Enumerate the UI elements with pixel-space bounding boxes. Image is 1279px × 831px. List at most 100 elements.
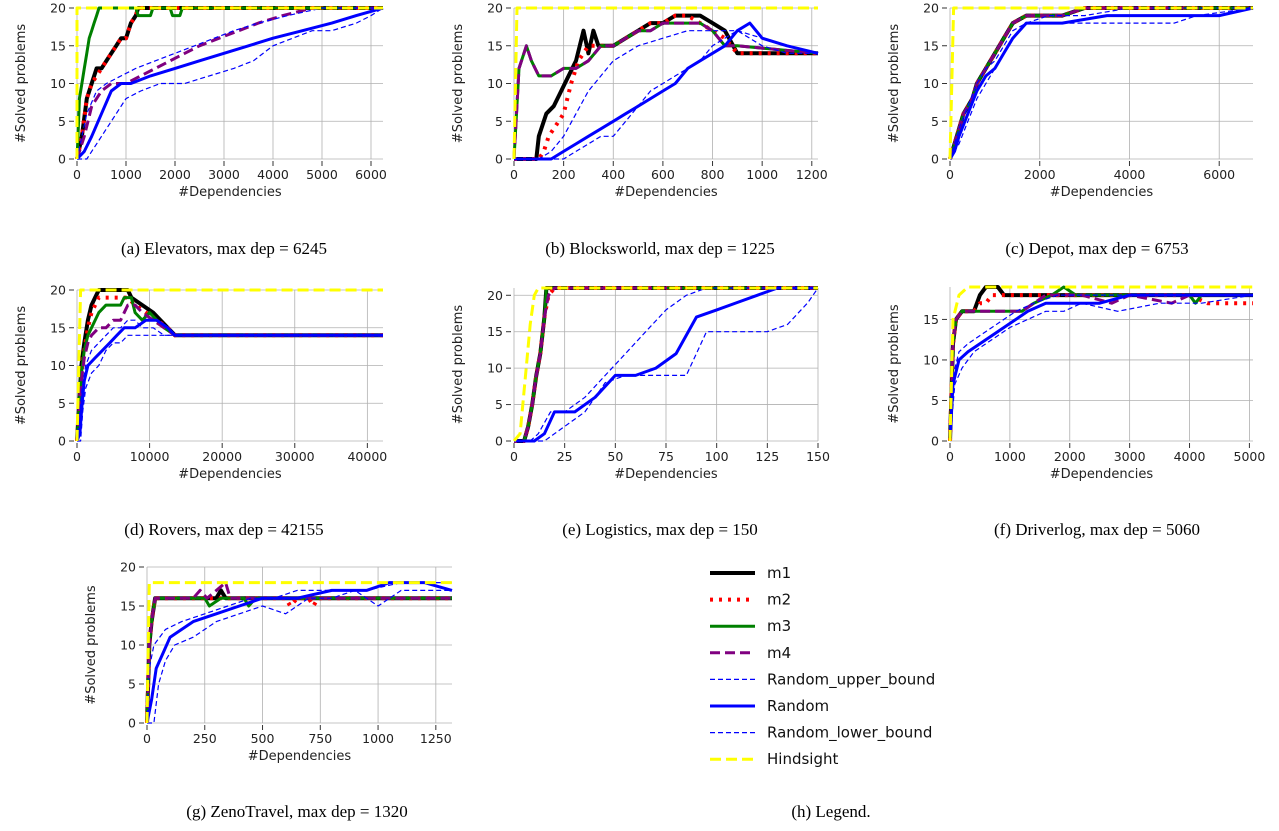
x-tick-label: 4000 — [257, 167, 289, 182]
y-tick-label: 5 — [931, 393, 939, 408]
y-tick-label: 0 — [495, 434, 503, 449]
x-axis-label: #Dependencies — [1050, 185, 1154, 200]
series-group — [512, 6, 819, 161]
x-axis-label: #Dependencies — [614, 467, 718, 482]
series-line-m3 — [75, 6, 383, 160]
y-tick-label: 15 — [50, 320, 66, 335]
series-line-random-upper-bound — [514, 30, 819, 160]
series-line-m2 — [514, 286, 818, 443]
y-tick-label: 5 — [495, 114, 503, 129]
x-tick-label: 0 — [73, 449, 81, 464]
chart-elevators: 0 1000 2000 3000 4000 5000 6000 0 5 10 15 20 #Depend… — [14, 1, 387, 259]
series-line-m4 — [512, 21, 819, 160]
series-line-random-upper-bound — [949, 7, 1253, 160]
series-group — [75, 6, 384, 161]
x-tick-label: 2000 — [1024, 167, 1056, 182]
series-line-m4 — [75, 303, 383, 442]
panel-caption: (e) Logistics, max dep = 150 — [562, 520, 758, 539]
series-line-m1 — [75, 6, 383, 160]
series-group — [948, 285, 1254, 442]
y-tick-label: 0 — [495, 152, 503, 167]
y-tick-label: 5 — [128, 677, 136, 692]
y-tick-label: 20 — [50, 283, 66, 298]
x-tick-label: 1000 — [110, 167, 142, 182]
x-tick-label: 6000 — [355, 167, 387, 182]
series-line-m2 — [514, 13, 818, 161]
series-line-random — [514, 286, 818, 443]
panel-caption: (c) Depot, max dep = 6753 — [1005, 239, 1188, 258]
x-tick-label: 750 — [308, 731, 332, 746]
x-axis-label: #Dependencies — [248, 749, 352, 764]
series-group — [145, 581, 453, 724]
series-group — [512, 286, 819, 443]
x-tick-label: 600 — [651, 167, 675, 182]
x-tick-label: 100 — [705, 449, 729, 464]
x-tick-label: 20000 — [202, 449, 242, 464]
panel-caption: (f) Driverlog, max dep = 5060 — [994, 520, 1200, 539]
series-line-random-lower-bound — [514, 30, 818, 160]
series-line-random — [75, 6, 384, 161]
y-tick-label: 0 — [931, 434, 939, 449]
y-tick-label: 10 — [120, 638, 136, 653]
x-tick-label: 4000 — [1114, 167, 1146, 182]
series-line-random-upper-bound — [146, 581, 452, 724]
series-line-hindsight — [948, 285, 1253, 442]
series-line-random-lower-bound — [949, 294, 1254, 442]
y-tick-label: 15 — [487, 38, 503, 53]
x-tick-label: 0 — [510, 449, 518, 464]
panel-caption: (a) Elevators, max dep = 6245 — [121, 239, 327, 258]
x-tick-label: 5000 — [1234, 449, 1266, 464]
x-tick-label: 150 — [806, 449, 830, 464]
series-line-hindsight — [75, 288, 383, 442]
legend-label-m3: m3 — [767, 617, 791, 635]
series-line-hindsight — [75, 6, 383, 159]
legend-label-random: Random — [767, 697, 829, 715]
series-line-random-lower-bound — [147, 589, 452, 724]
series-line-random — [948, 293, 1253, 442]
y-tick-label: 0 — [931, 152, 939, 167]
legend-label-hindsight: Hindsight — [767, 750, 838, 768]
series-line-hindsight — [948, 6, 1253, 160]
y-axis-label: #Solved problems — [84, 585, 99, 705]
series-line-m1 — [145, 588, 452, 724]
series-line-random — [514, 21, 819, 161]
legend-label-m4: m4 — [767, 644, 791, 662]
x-tick-label: 3000 — [1114, 449, 1146, 464]
series-line-m4 — [514, 286, 818, 443]
y-tick-label: 10 — [923, 352, 939, 367]
x-tick-label: 0 — [510, 167, 518, 182]
y-tick-label: 0 — [58, 152, 66, 167]
x-tick-label: 1000 — [994, 449, 1026, 464]
legend: m1 m2 m3 m4 Random_upper_bound Random Random_l… — [710, 564, 935, 821]
y-tick-label: 20 — [487, 1, 503, 16]
chart-rovers: 0 10000 20000 30000 40000 0 5 10 15 20 #Dependenci… — [14, 283, 387, 540]
y-tick-label: 15 — [487, 324, 503, 339]
y-tick-label: 15 — [923, 38, 939, 53]
y-tick-label: 15 — [923, 312, 939, 327]
series-line-hindsight — [512, 286, 818, 442]
x-tick-label: 200 — [552, 167, 576, 182]
y-axis-label: #Solved problems — [887, 304, 902, 424]
series-line-m4 — [948, 293, 1253, 442]
x-tick-label: 50 — [607, 449, 623, 464]
x-tick-label: 400 — [601, 167, 625, 182]
x-axis-label: #Dependencies — [614, 185, 718, 200]
y-tick-label: 20 — [487, 288, 503, 303]
panel-caption: (d) Rovers, max dep = 42155 — [124, 520, 323, 539]
series-line-m3 — [75, 296, 383, 442]
chart-zenotravel: 0 250 500 750 1000 1250 0 5 10 15 20 #Dependencies #… — [84, 560, 453, 821]
panel-caption: (b) Blocksworld, max dep = 1225 — [545, 239, 775, 258]
x-tick-label: 5000 — [306, 167, 338, 182]
series-line-random-lower-bound — [77, 334, 383, 442]
legend-caption: (h) Legend. — [791, 802, 870, 821]
y-tick-label: 0 — [58, 434, 66, 449]
x-tick-label: 125 — [755, 449, 779, 464]
y-tick-label: 10 — [923, 76, 939, 91]
series-line-random-lower-bound — [77, 7, 384, 160]
x-tick-label: 1250 — [420, 731, 452, 746]
y-tick-label: 5 — [931, 114, 939, 129]
series-line-hindsight — [145, 581, 452, 724]
x-tick-label: 800 — [701, 167, 725, 182]
x-tick-label: 6000 — [1203, 167, 1235, 182]
series-line-hindsight — [512, 6, 818, 160]
